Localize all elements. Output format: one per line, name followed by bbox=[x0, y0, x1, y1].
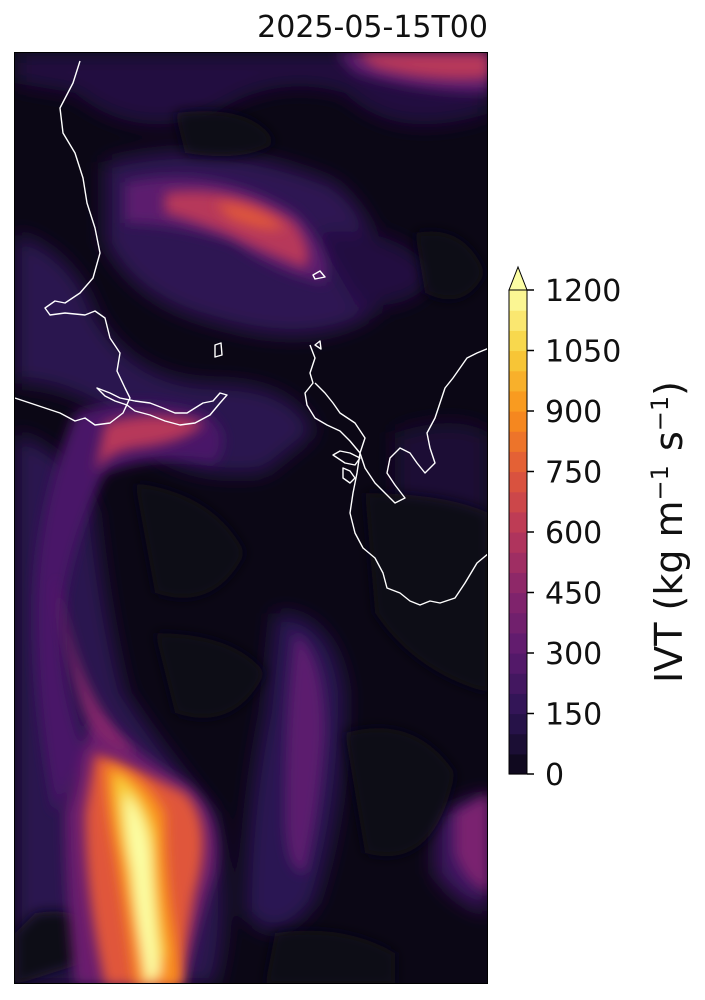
colorbar-level-band bbox=[509, 370, 527, 392]
colorbar-level-band bbox=[509, 612, 527, 634]
colorbar-level-band bbox=[509, 592, 527, 614]
colorbar: 0 150 300 450 600 750 900 1050 1200 IVT (kg m−1s… bbox=[500, 255, 705, 795]
colorbar-level-band bbox=[509, 310, 527, 331]
colorbar-level-band bbox=[509, 431, 527, 452]
colorbar-level-band bbox=[509, 411, 527, 432]
colorbar-level-band bbox=[509, 753, 527, 775]
colorbar-tick-label: 300 bbox=[545, 637, 602, 672]
colorbar-level-band bbox=[509, 552, 527, 573]
colorbar-level-band bbox=[509, 632, 527, 654]
colorbar-label-unit: s bbox=[647, 431, 691, 451]
colorbar-tick-label: 1200 bbox=[545, 274, 621, 309]
colorbar-level-band bbox=[509, 491, 527, 513]
colorbar-level-band bbox=[509, 471, 527, 493]
colorbar-tick-label: 600 bbox=[545, 516, 602, 551]
antarctic-peninsula-coast bbox=[304, 344, 487, 606]
ivt-map-panel bbox=[14, 52, 488, 984]
colorbar-level-band bbox=[509, 390, 527, 412]
colorbar-label: IVT (kg m−1s−1) bbox=[646, 381, 691, 683]
colorbar-tick-label: 0 bbox=[545, 758, 564, 793]
colorbar-level-band bbox=[509, 511, 527, 533]
colorbar-ticks: 0 150 300 450 600 750 900 1050 1200 bbox=[527, 274, 621, 793]
colorbar-tick-label: 150 bbox=[545, 698, 602, 733]
colorbar-level-band bbox=[509, 290, 527, 311]
colorbar-level-band bbox=[509, 733, 527, 755]
colorbar-level-band bbox=[509, 350, 527, 372]
colorbar-label-sup1: −1 bbox=[646, 465, 674, 500]
colorbar-tick-label: 750 bbox=[545, 456, 602, 491]
colorbar-level-band bbox=[509, 451, 527, 473]
colorbar-tick-label: 1050 bbox=[545, 335, 621, 370]
colorbar-level-band bbox=[509, 572, 527, 594]
colorbar-level-band bbox=[509, 532, 527, 553]
colorbar-label-end: ) bbox=[647, 381, 691, 396]
colorbar-level-band bbox=[509, 713, 527, 735]
colorbar-label-sup2: −1 bbox=[646, 396, 674, 431]
colorbar-tick-label: 450 bbox=[545, 577, 602, 612]
drake-islands bbox=[214, 270, 326, 358]
colorbar-levels bbox=[509, 290, 527, 775]
colorbar-level-band bbox=[509, 653, 527, 674]
map-title: 2025-05-15T00 bbox=[257, 10, 488, 45]
colorbar-tick-label: 900 bbox=[545, 395, 602, 430]
colorbar-level-band bbox=[509, 693, 527, 715]
colorbar-level-band bbox=[509, 673, 527, 694]
colorbar-level-band bbox=[509, 330, 527, 352]
ivt-peak-field bbox=[105, 203, 285, 983]
tierra-del-fuego-coast bbox=[96, 387, 228, 426]
coastlines bbox=[15, 60, 487, 606]
south-america-coast bbox=[15, 60, 131, 426]
colorbar-extend-triangle bbox=[508, 265, 528, 291]
south-shetland-islands bbox=[332, 450, 361, 484]
colorbar-label-main: IVT (kg m bbox=[647, 500, 691, 683]
